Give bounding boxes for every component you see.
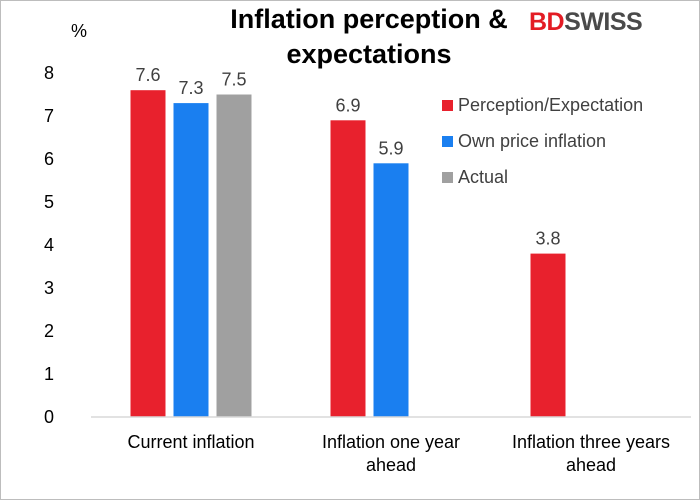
svg-text:BDSWISS: BDSWISS: [529, 8, 642, 36]
legend-swatch: [442, 100, 453, 111]
data-label: 5.9: [378, 138, 403, 158]
x-tick-label: Inflation one year: [322, 432, 460, 452]
y-tick-label: 5: [44, 192, 54, 212]
brand-logo-part-1: BD: [529, 8, 564, 36]
data-labels: 7.6 7.3 7.5 6.9 5.9 3.8: [135, 65, 560, 248]
bar: [330, 120, 366, 418]
chart-title-line-2: expectations: [286, 39, 451, 69]
y-tick-label: 8: [44, 63, 54, 83]
brand-logo-part-2: SWISS: [564, 8, 642, 36]
legend: Perception/Expectation Own price inflatio…: [442, 95, 643, 187]
bar-series: [130, 90, 566, 418]
data-label: 3.8: [535, 229, 560, 249]
x-tick-label: ahead: [366, 455, 416, 475]
y-tick-label: 1: [44, 364, 54, 384]
y-tick-label: 4: [44, 235, 54, 255]
chart-title-line-1: Inflation perception &: [230, 4, 508, 34]
x-tick-label: ahead: [566, 455, 616, 475]
data-label: 7.6: [135, 65, 160, 85]
bar: [530, 253, 566, 417]
legend-label: Own price inflation: [458, 131, 606, 151]
data-label: 7.3: [178, 78, 203, 98]
x-tick-label: Current inflation: [127, 432, 254, 452]
x-tick-label: Inflation three years: [512, 432, 670, 452]
y-tick-label: 6: [44, 149, 54, 169]
bar: [373, 163, 409, 417]
legend-swatch: [442, 136, 453, 147]
brand-logo: BDSWISS: [529, 8, 643, 36]
y-tick-label: 2: [44, 321, 54, 341]
legend-label: Perception/Expectation: [458, 95, 643, 115]
bar: [130, 90, 166, 417]
bar: [173, 103, 209, 417]
data-label: 6.9: [335, 95, 360, 115]
y-tick-label: 0: [44, 407, 54, 427]
x-axis-category-labels: Current inflation Inflation one year ahead…: [127, 432, 670, 475]
y-tick-label: 7: [44, 106, 54, 126]
y-axis-unit-label: %: [71, 21, 87, 41]
y-axis-ticks: 0 1 2 3 4 5 6 7 8: [44, 63, 54, 427]
legend-swatch: [442, 172, 453, 183]
legend-label: Actual: [458, 167, 508, 187]
data-label: 7.5: [221, 70, 246, 90]
bar: [216, 94, 252, 417]
y-tick-label: 3: [44, 278, 54, 298]
